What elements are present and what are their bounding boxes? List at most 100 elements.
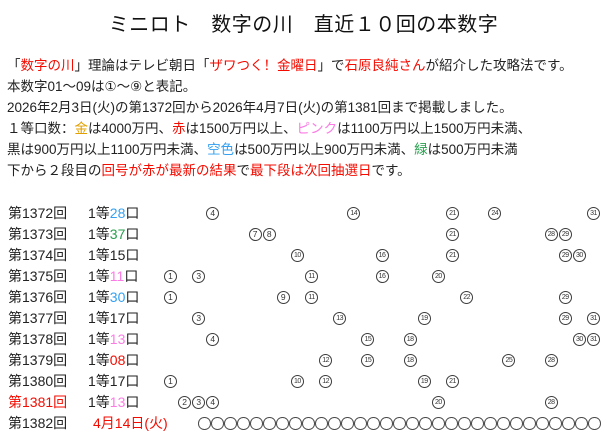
empty-circle xyxy=(237,417,250,430)
highlighted-term: ピンク xyxy=(296,121,338,136)
intro-line: 黒は900万円以上1100万円未満、空色は500万円以上900万円未満、緑は50… xyxy=(7,139,603,160)
winner-count: 13 xyxy=(109,394,126,410)
empty-circle xyxy=(380,417,393,430)
intro-segment: 本数字01〜09は①〜⑨と表記。 xyxy=(7,79,197,94)
count-unit: 口 xyxy=(125,247,140,263)
winner-count: 30 xyxy=(109,289,126,305)
highlighted-term: 数字の川 xyxy=(20,58,75,73)
prize-prefix: 1等 xyxy=(88,331,110,347)
drawn-number-circle: 15 xyxy=(361,332,375,346)
draw-row: 第1381回 1等13口 2 3 4 20 28 xyxy=(0,392,607,413)
drawn-number-circle: 1 xyxy=(164,374,177,388)
drawn-number-circle: 29 xyxy=(558,227,572,241)
prize-prefix: 1等 xyxy=(88,289,110,305)
empty-circle xyxy=(224,417,237,430)
drawn-number-circle: 4 xyxy=(206,332,220,346)
count-unit: 口 xyxy=(125,373,140,389)
drawn-number-circle: 2 xyxy=(178,395,192,409)
count-unit: 口 xyxy=(125,394,140,410)
empty-circle xyxy=(523,417,536,430)
intro-segment: は1500万円以上、 xyxy=(185,121,297,136)
drawn-number-circle: 3 xyxy=(192,395,206,409)
draw-row: 第1372回 1等28口 4 14 21 24 31 xyxy=(0,203,607,224)
drawn-number-circle: 7 xyxy=(248,227,262,241)
drawn-number-circle: 21 xyxy=(446,248,459,262)
empty-circle xyxy=(497,417,510,430)
intro-segment: 」で xyxy=(317,58,345,73)
intro-segment: １等口数： xyxy=(7,121,75,136)
drawn-number-circle: 31 xyxy=(587,206,600,220)
drawn-number-circle: 16 xyxy=(375,269,389,283)
drawn-number-circle: 18 xyxy=(403,353,417,367)
drawn-number-circle: 19 xyxy=(417,374,431,388)
drawn-number-circle: 10 xyxy=(290,248,304,262)
empty-circle xyxy=(328,417,341,430)
intro-segment: 2026年2月3日(火)の第1372回から2026年4月7日(火)の第1381回… xyxy=(7,100,513,115)
prize-prefix: 1等 xyxy=(88,373,110,389)
intro-line: １等口数：金は4000万円、赤は1500万円以上、ピンクは1100万円以上150… xyxy=(7,118,603,139)
empty-circle xyxy=(510,417,523,430)
drawn-number-circle: 1 xyxy=(164,269,177,283)
drawn-number-circle: 18 xyxy=(403,332,417,346)
round-label: 第1376回 xyxy=(8,289,68,305)
round-label: 第1372回 xyxy=(8,205,68,221)
empty-circle xyxy=(263,417,276,430)
intro-segment: は1100万円以上1500万円未満、 xyxy=(337,121,532,136)
empty-circle xyxy=(198,417,211,430)
page-title: ミニロト 数字の川 直近１０回の本数字 xyxy=(108,14,499,36)
highlighted-term: 最下段は次回抽選日 xyxy=(250,163,372,178)
intro-segment: 」理論はテレビ朝日「 xyxy=(74,58,210,73)
drawn-number-circle: 8 xyxy=(262,227,276,241)
intro-line: 下から２段目の回号が赤が最新の結果で最下段は次回抽選日です。 xyxy=(7,160,603,181)
empty-circle xyxy=(445,417,458,430)
intro-segment: で xyxy=(236,163,251,178)
round-label: 第1380回 xyxy=(8,373,68,389)
empty-circle xyxy=(302,417,315,430)
empty-circle xyxy=(289,417,302,430)
drawn-number-circle: 10 xyxy=(290,374,304,388)
drawn-number-circle: 13 xyxy=(333,311,347,325)
highlighted-term: 回号が赤が最新の結果 xyxy=(101,163,237,178)
empty-number-circles xyxy=(198,417,601,430)
drawn-number-circle: 31 xyxy=(587,332,600,346)
draw-row: 第1379回 1等08口 12 15 18 25 28 xyxy=(0,350,607,371)
winner-count: 17 xyxy=(109,373,126,389)
count-unit: 口 xyxy=(125,226,140,242)
round-label: 第1382回 xyxy=(8,415,68,431)
round-label: 第1379回 xyxy=(8,352,68,368)
count-unit: 口 xyxy=(125,352,140,368)
highlighted-term: 赤 xyxy=(172,121,186,136)
drawn-number-circle: 11 xyxy=(305,269,318,283)
count-unit: 口 xyxy=(125,289,140,305)
number-river-grid: 第1372回 1等28口 4 14 21 24 31 第1373回 1等37口 7 8 21 28 29 第… xyxy=(0,203,607,443)
prize-prefix: 1等 xyxy=(88,352,110,368)
draw-row: 第1380回 1等17口 1 10 12 19 21 xyxy=(0,371,607,392)
highlighted-term: 緑 xyxy=(414,142,428,157)
empty-circle xyxy=(432,417,445,430)
drawn-number-circle: 4 xyxy=(206,206,220,220)
drawn-number-circle: 12 xyxy=(319,353,333,367)
count-unit: 口 xyxy=(125,205,140,221)
draw-row: 第1373回 1等37口 7 8 21 28 29 xyxy=(0,224,607,245)
intro-segment: です。 xyxy=(371,163,411,178)
empty-circle xyxy=(393,417,406,430)
prize-prefix: 1等 xyxy=(88,226,110,242)
winner-count: 11 xyxy=(109,268,125,284)
winner-count: 15 xyxy=(109,247,126,263)
prize-prefix: 1等 xyxy=(88,268,110,284)
drawn-number-circle: 1 xyxy=(164,290,177,304)
prize-prefix: 1等 xyxy=(88,310,110,326)
empty-circle xyxy=(588,417,601,430)
drawn-number-circle: 28 xyxy=(544,353,558,367)
first-prize-count: 1等11口 xyxy=(88,266,138,287)
empty-circle xyxy=(315,417,328,430)
empty-circle xyxy=(211,417,224,430)
intro-segment: 「 xyxy=(7,58,21,73)
drawn-number-circle: 21 xyxy=(446,227,459,241)
drawn-number-circle: 30 xyxy=(572,248,586,262)
first-prize-count: 1等30口 xyxy=(88,287,139,308)
drawn-number-circle: 28 xyxy=(544,227,558,241)
drawn-number-circle: 19 xyxy=(417,311,431,325)
empty-circle xyxy=(471,417,484,430)
drawn-number-circle: 14 xyxy=(347,206,361,220)
